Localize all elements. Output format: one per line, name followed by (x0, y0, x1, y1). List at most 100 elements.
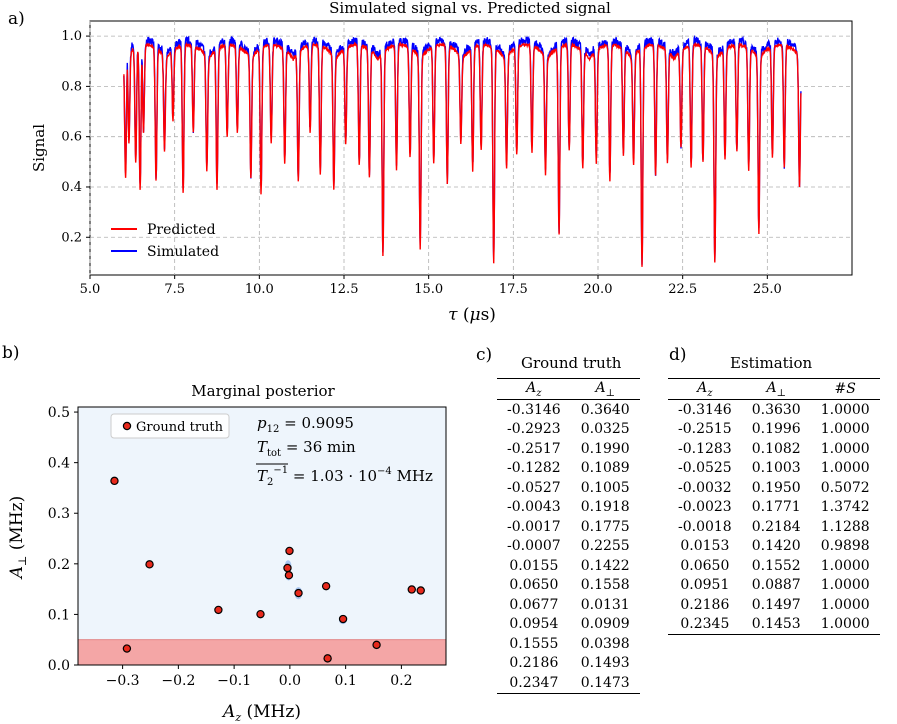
ground-truth-point (110, 476, 119, 486)
signal-xlabel: τ (μs) (448, 305, 496, 325)
est-cell: 0.0153 (680, 538, 730, 555)
legend-box (110, 413, 230, 439)
est-cell: 0.0951 (680, 577, 730, 594)
est-cell: 1.0000 (820, 557, 870, 574)
gt-cell: -0.0527 (507, 479, 561, 496)
panel-label-a: a) (8, 9, 25, 29)
table-row: -0.1282 0.1089 (497, 459, 640, 479)
gt-cell: 0.1089 (580, 460, 630, 477)
x-tick-label: −0.2 (161, 673, 195, 689)
table-row: -0.1283 0.1082 1.0000 (668, 439, 880, 459)
gt-header-aperp: A⊥ (570, 378, 640, 400)
table-row: -0.0007 0.2255 (497, 537, 640, 557)
posterior-ticks: −0.3 −0.2 −0.1 0.0 0.1 0.2 0.0 0.1 0.2 0.3 0.4 0.5 (48, 405, 413, 689)
est-cell: 0.2184 (751, 518, 801, 535)
table-row: 0.0650 0.1558 (497, 576, 640, 596)
x-tick-label: 10.0 (245, 282, 274, 297)
table-row: 0.2347 0.1473 (497, 673, 640, 693)
signal-ticks: 5.0 7.5 10.0 12.5 15.0 17.5 20.0 22.5 25.0 0.2 0.4… (61, 29, 781, 297)
ground-truth-point (338, 614, 348, 624)
est-cell: -0.3146 (678, 401, 732, 418)
gt-cell: 0.0325 (580, 421, 630, 438)
annotation-ttot: Ttot = 36 min (257, 438, 356, 459)
x-tick-label: 15.0 (414, 282, 443, 297)
table-row: 0.0650 0.1552 1.0000 (668, 556, 880, 576)
est-cell: 0.1082 (751, 440, 801, 457)
legend-simulated-label: Simulated (147, 244, 219, 260)
est-cell: 0.1996 (751, 421, 801, 438)
ground-truth-point (321, 581, 331, 591)
gt-header-az: Az (497, 378, 571, 400)
est-cell: 1.3742 (820, 499, 870, 516)
est-cell: 0.2345 (680, 616, 730, 633)
ground-truth-point (372, 640, 381, 650)
legend-predicted-label: Predicted (147, 222, 216, 238)
panel-label-c: c) (476, 345, 493, 365)
y-tick-label: 0.3 (48, 506, 70, 522)
table-row: 0.0677 0.0131 (497, 595, 640, 615)
x-tick-label: −0.1 (217, 673, 251, 689)
gt-cell: 0.1558 (580, 577, 630, 594)
est-cell: -0.2515 (678, 421, 732, 438)
gt-cell: 0.1422 (580, 557, 630, 574)
gt-cell: -0.0017 (507, 518, 561, 535)
est-cell: 0.1453 (751, 616, 801, 633)
gt-cell: 0.1473 (580, 674, 630, 691)
table-row: -0.0032 0.1950 0.5072 (668, 478, 880, 498)
table-row: 0.2186 0.1497 1.0000 (668, 595, 880, 615)
ground-truth-point (323, 654, 332, 663)
table-row: -0.0043 0.1918 (497, 498, 640, 518)
ground-truth-point (145, 560, 154, 569)
ground-truth-point (122, 644, 132, 653)
est-cell: 0.3630 (751, 401, 801, 418)
x-tick-label: 0.1 (335, 673, 357, 689)
est-cell: -0.0023 (678, 499, 732, 516)
annotation-t2: T2−1 = 1.03 · 10−4 MHz (257, 465, 433, 488)
table-row: 0.0951 0.0887 1.0000 (668, 576, 880, 596)
gt-cell: 0.1775 (580, 518, 630, 535)
gt-cell: 0.2347 (509, 674, 559, 691)
signal-chart: Simulated signal vs. Predicted signal 5.… (30, 0, 853, 325)
table-row: 0.2186 0.1493 (497, 654, 640, 674)
gt-cell: 0.2255 (580, 538, 630, 555)
y-tick-label: 0.1 (48, 607, 70, 623)
posterior-plot-frame (77, 406, 447, 666)
gt-cell: 0.0650 (509, 577, 559, 594)
table-row: 0.1555 0.0398 (497, 634, 640, 654)
gt-cell: -0.3146 (507, 401, 561, 418)
table-row: -0.2515 0.1996 1.0000 (668, 420, 880, 440)
est-cell: 0.5072 (820, 479, 870, 496)
est-cell: 0.1003 (751, 460, 801, 477)
est-cell: -0.0018 (678, 518, 732, 535)
est-cell: 1.0000 (820, 401, 870, 418)
posterior-chart: Marginal posterior −0.3 −0.2 −0.1 0.0 0.1 0.2… (7, 382, 447, 724)
ground-truth-point (256, 609, 265, 619)
est-cell: 1.0000 (820, 616, 870, 633)
ground-truth-point (284, 571, 294, 580)
est-cell: 1.0000 (820, 440, 870, 457)
gt-cell: -0.1282 (507, 460, 561, 477)
estimation-table: Az A⊥ #S -0.3146 0.3630 1.0000 -0.2515 0.199… (668, 378, 880, 635)
x-tick-label: 25.0 (753, 282, 782, 297)
gt-cell: -0.2923 (507, 421, 561, 438)
y-tick-label: 0.2 (48, 557, 70, 573)
ground-truth-point (407, 585, 416, 594)
est-cell: 0.0650 (680, 557, 730, 574)
gt-cell: 0.0155 (509, 557, 559, 574)
gt-cell: 0.0131 (580, 596, 630, 613)
est-cell: 1.1288 (820, 518, 870, 535)
est-cell: -0.1283 (678, 440, 732, 457)
ground-truth-table: Az A⊥ -0.3146 0.3640 -0.2923 0.0325 -0.2517 0… (497, 378, 640, 694)
y-tick-label: 1.0 (61, 29, 82, 44)
y-tick-label: 0.4 (61, 180, 82, 195)
gt-cell: 0.1918 (580, 499, 630, 516)
table-row: -0.3146 0.3640 (497, 400, 640, 420)
legend-ground-truth-label: Ground truth (136, 420, 224, 435)
gt-cell: 0.0954 (509, 616, 559, 633)
est-cell: 1.0000 (820, 596, 870, 613)
ground-truth-point (285, 546, 294, 556)
ground-truth-table-body: -0.3146 0.3640 -0.2923 0.0325 -0.2517 0.1990-… (497, 400, 640, 693)
gt-cell: -0.0043 (507, 499, 561, 516)
table-row: 0.0954 0.0909 (497, 615, 640, 635)
